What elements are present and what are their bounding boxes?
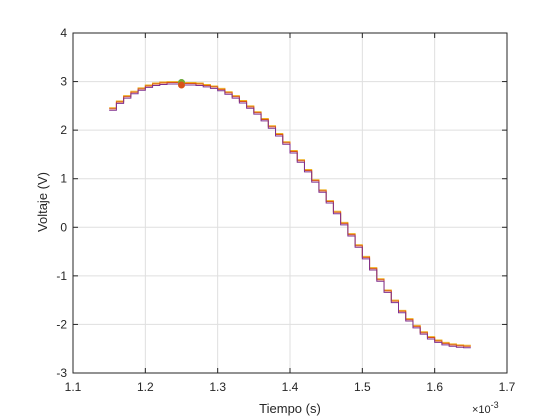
series-line-2: [109, 83, 471, 349]
y-tick-label: -3: [56, 366, 67, 380]
plot-box: [72, 32, 508, 374]
x-axis-title: Tiempo (s): [259, 401, 321, 416]
x-tick-label: 1.3: [209, 380, 226, 394]
x-exponent-power: -3: [491, 400, 499, 410]
x-tick-label: 1.4: [282, 380, 299, 394]
y-tick-label: -1: [56, 269, 67, 283]
series-line-1: [109, 82, 471, 347]
peak-marker-2: [178, 81, 185, 89]
y-tick-label: 2: [60, 123, 67, 137]
x-tick-label: 1.5: [354, 380, 371, 394]
series-group: [109, 81, 471, 349]
markers-group: [178, 79, 185, 89]
grid-lines: [72, 32, 508, 374]
x-tick-label: 1.1: [65, 380, 82, 394]
y-axis-title: Voltaje (V): [35, 172, 50, 232]
x-tick-label: 1.6: [426, 380, 443, 394]
series-line-0: [109, 81, 471, 346]
x-tick-label: 1.2: [137, 380, 154, 394]
x-exponent-base: ×10: [472, 404, 491, 416]
x-tick-label: 1.7: [499, 380, 516, 394]
y-tick-labels: -3 -2 -1 0 1 2 3 4: [56, 26, 67, 380]
axes: [72, 32, 508, 374]
y-tick-label: 3: [60, 75, 67, 89]
y-tick-label: 1: [60, 172, 67, 186]
y-tick-label: 4: [60, 26, 67, 40]
y-tick-label: -2: [56, 317, 67, 331]
x-exponent-label: ×10-3: [472, 400, 499, 416]
y-tick-label: 0: [60, 220, 67, 234]
x-tick-labels: 1.1 1.2 1.3 1.4 1.5 1.6 1.7: [65, 380, 516, 394]
